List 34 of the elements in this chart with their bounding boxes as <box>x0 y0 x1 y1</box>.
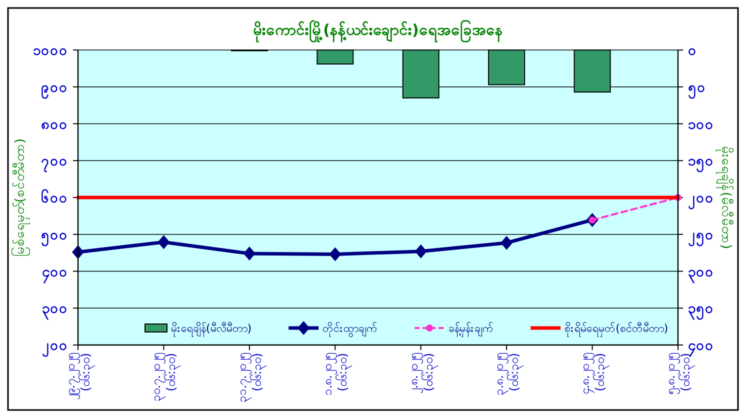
x-tick-label: ၄.၈.၂၀၂၅ (၀၆:၃၀) <box>578 353 610 395</box>
y-tick-label: ၉၀၀ <box>41 80 68 99</box>
point <box>329 247 342 262</box>
x-tick-label: ၃၁.၇.၂၀၂၅ (၀၆:၃၀) <box>234 353 267 403</box>
y2-axis-title: မိုးရေချိန်(မီလီမီတာ) <box>716 146 734 250</box>
y2-tick-label: ၁၀၀ <box>688 116 714 133</box>
y2-tick-label: ၂၅၀ <box>688 227 714 246</box>
legend-label: ခန့်မှန်းချက် <box>448 322 494 337</box>
y2-tick-label: ၃၅၀ <box>688 301 714 320</box>
y-tick-label: ၁၀၀၀ <box>33 43 68 59</box>
y2-tick-label: ၂၀၀ <box>688 190 714 210</box>
y2-tick-label: ၃၀၀ <box>688 264 714 284</box>
x-tick-label: ၂.၈.၂၀၂၅ (၀၆:၃၀) <box>406 353 438 394</box>
x-tick-label: ၃၀.၇.၂၀၂၅ (၀၆:၃၀) <box>149 353 182 402</box>
legend-label: မိုးရေချိန်(မီလီမီတာ) <box>171 322 252 337</box>
point <box>414 244 427 258</box>
x-tick-label: ၁.၈.၂၀၂၅ (၀၆:၃၀) <box>320 353 353 396</box>
legend-label: စိုးရိမ်ရေမှတ်(စင်တီမီတာ) <box>564 322 668 337</box>
y2-tick-label: ၁၅၀ <box>688 154 714 173</box>
chart-title: မိုးကောင်းမြို့(နန့်ယင်းချောင်း)ရေအခြေအနေ <box>253 19 503 43</box>
y-tick-label: ၇၀၀ <box>41 154 68 173</box>
point <box>500 236 513 250</box>
point <box>158 235 170 250</box>
y-axis-title: မြစ်ရေမှတ်(စင်တီမီတာ) <box>11 138 30 257</box>
point <box>243 246 256 261</box>
x-tick-label: ၃.၈.၂၀၂၅ (၀၆:၃၀) <box>492 353 524 396</box>
y-tick-label: ၄၀၀ <box>42 264 68 284</box>
y-tick-label: ၆၀၀ <box>41 190 68 206</box>
y2-tick-label: ၅၀ <box>688 80 706 99</box>
legend-label: တိုင်းထွာချက် <box>322 322 378 337</box>
y-tick-label: ၅၀၀ <box>41 227 68 246</box>
y2-tick-label: ၀ <box>688 43 697 59</box>
y-tick-label: ၈၀၀ <box>41 116 68 133</box>
y-tick-label: ၃၀၀ <box>42 301 68 320</box>
